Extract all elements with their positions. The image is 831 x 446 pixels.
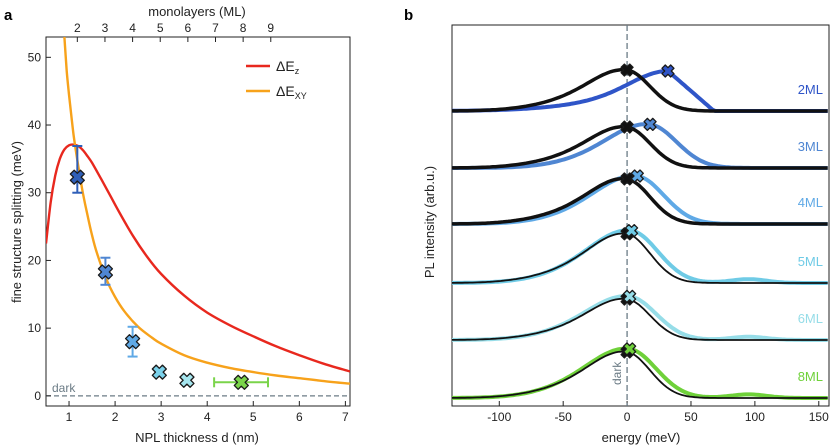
y-tick-label-a-4: 40 [28, 118, 42, 132]
x-tick-label-b-3: 50 [684, 410, 698, 424]
peak-marker-bright-8ML [622, 342, 637, 356]
x-tick-label-a-6: 7 [342, 410, 349, 424]
plot-frame-a [45, 36, 351, 407]
series-label-3ML: 3ML [798, 139, 823, 154]
spectrum-color-line-8ML [452, 346, 828, 400]
top-tick-label-6: 8 [240, 21, 247, 35]
peak-marker-dark-4ML [620, 172, 634, 186]
series-label-6ML: 6ML [798, 311, 823, 326]
x-tick-label-b-1: -50 [555, 410, 573, 424]
top-axis-title: monolayers (ML) [148, 4, 246, 19]
x-tick-label-b-4: 100 [745, 410, 765, 424]
top-tick-label-1: 3 [102, 21, 109, 35]
spectrum-black-line-6ML [452, 297, 828, 341]
peak-marker-bright-6ML [622, 289, 637, 304]
spectrum-color-line-3ML [452, 122, 828, 170]
legend: ΔEz ΔEXY [246, 58, 307, 101]
data-point-2ml [69, 169, 85, 185]
spectrum-4ML: 4ML [452, 169, 828, 226]
spectrum-6ML: 6ML [452, 289, 828, 342]
axis-ticks-a: 1 2 3 4 5 6 7 0 10 20 30 40 50 2 3 4 5 6 7 8 9 [28, 21, 349, 424]
top-tick-label-5: 7 [212, 21, 219, 35]
spectrum-black-line-8ML [452, 350, 828, 399]
y-tick-label-a-1: 10 [28, 321, 42, 335]
data-point-4ml [124, 334, 141, 350]
spectrum-5ML: 5ML [452, 223, 828, 285]
x-tick-label-b-5: 150 [809, 410, 829, 424]
panel-b-label: b [404, 7, 413, 24]
plot-frame-b [451, 24, 830, 407]
x-tick-label-a-1: 2 [112, 410, 119, 424]
x-tick-label-a-5: 6 [296, 410, 303, 424]
y-tick-label-a-0: 0 [34, 389, 41, 403]
peak-marker-bright-2ML [661, 64, 675, 78]
legend-sub-z: z [295, 66, 300, 76]
spectrum-color-line-6ML [452, 294, 828, 342]
data-point-8ml [233, 374, 249, 390]
spectrum-black-line-2ML [452, 67, 828, 113]
top-tick-label-3: 5 [157, 21, 164, 35]
axis-ticks-b: -100 -50 0 50 100 150 [487, 401, 829, 424]
x-axis-title-b: energy (meV) [602, 430, 681, 445]
x-axis-title-a: NPL thickness d (nm) [135, 430, 259, 445]
series-label-5ML: 5ML [798, 254, 823, 269]
y-tick-label-a-5: 50 [28, 50, 42, 64]
series-label-2ML: 2ML [798, 82, 823, 97]
panel-b-plot: -100 -50 0 50 100 150 2ML 3ML 4ML 5ML 6ML 8ML dark [451, 24, 830, 424]
spectrum-3ML: 3ML [452, 117, 828, 170]
y-axis-title-b: PL intensity (arb.u.) [422, 166, 437, 278]
peak-marker-dark-2ML [620, 63, 634, 77]
dark-label-b: dark [610, 361, 624, 385]
spectrum-black-line-4ML [452, 176, 828, 226]
dark-label-a: dark [52, 381, 76, 395]
legend-main-xy: ΔE [276, 83, 295, 99]
spectrum-8ML: 8ML [452, 342, 828, 400]
x-tick-label-a-3: 4 [204, 410, 211, 424]
series-label-8ML: 8ML [798, 369, 823, 384]
legend-main-z: ΔE [276, 58, 295, 74]
curve-delta-exy [63, 37, 350, 385]
spectrum-black-line-5ML [452, 232, 828, 284]
spectrum-black-line-3ML [452, 124, 828, 170]
peak-marker-dark-3ML [620, 120, 634, 134]
series-label-4ML: 4ML [798, 195, 823, 210]
data-point-5ml [151, 364, 167, 380]
y-tick-label-a-3: 30 [28, 186, 42, 200]
peak-marker-bright-4ML [630, 169, 644, 183]
x-tick-label-b-0: -100 [487, 410, 511, 424]
legend-label-xy: ΔEXY [276, 83, 307, 101]
x-tick-label-b-2: 0 [624, 410, 631, 424]
y-tick-label-a-2: 20 [28, 253, 42, 267]
data-point-3ml [97, 264, 114, 280]
spectrum-color-line-4ML [452, 173, 828, 226]
top-tick-label-7: 9 [267, 21, 274, 35]
top-tick-label-2: 4 [129, 21, 136, 35]
y-axis-title-a: fine structure splitting (meV) [9, 141, 24, 303]
spectrum-color-line-5ML [452, 228, 828, 285]
legend-sub-xy: XY [295, 91, 307, 101]
x-tick-label-a-0: 1 [66, 410, 73, 424]
peak-marker-bright-5ML [624, 223, 639, 238]
data-point-6ml [179, 372, 195, 388]
x-tick-label-a-4: 5 [250, 410, 257, 424]
spectrum-2ML: 2ML [452, 63, 828, 113]
panel-a-label: a [4, 7, 13, 24]
curve-delta-ez [46, 143, 350, 373]
top-tick-label-4: 6 [185, 21, 192, 35]
legend-label-z: ΔEz [276, 58, 300, 76]
peak-marker-bright-3ML [643, 117, 657, 132]
top-tick-label-0: 2 [74, 21, 81, 35]
x-tick-label-a-2: 3 [158, 410, 165, 424]
